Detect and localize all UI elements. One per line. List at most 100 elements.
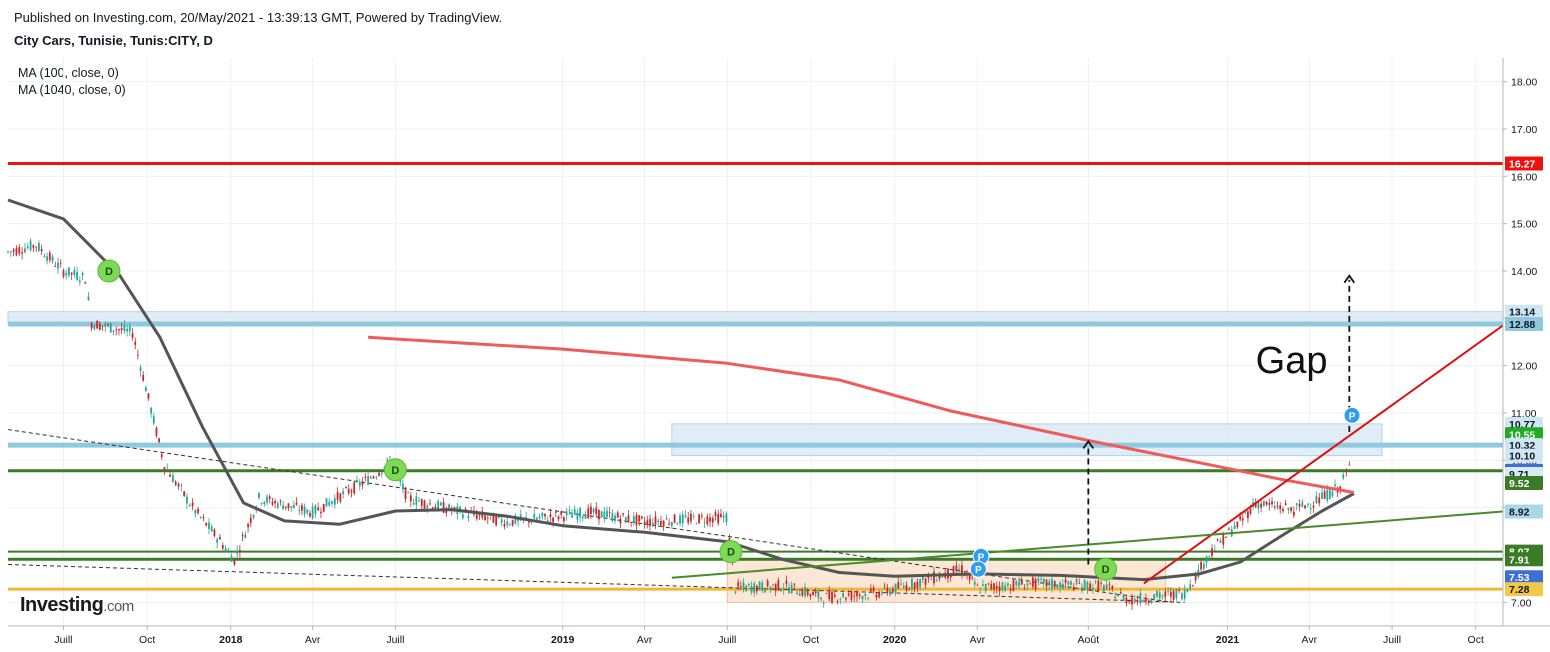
candle-body	[1081, 587, 1083, 592]
candle-body	[1181, 593, 1183, 600]
horizontal-levels	[8, 162, 1503, 591]
candle-body	[399, 480, 402, 483]
candle-body	[252, 514, 255, 518]
candle-body	[347, 488, 350, 494]
candle-body	[68, 267, 70, 276]
candle-body	[51, 256, 54, 262]
candle-body	[439, 502, 442, 506]
candle-body	[1202, 563, 1205, 569]
candle-body	[1298, 504, 1301, 507]
candle-body	[15, 248, 18, 255]
ma1040-line	[368, 335, 1355, 494]
candle-body	[328, 501, 331, 506]
candle-body	[745, 585, 748, 592]
candle-body	[801, 590, 804, 596]
candle-body	[908, 588, 911, 590]
candle-body	[1119, 592, 1122, 594]
investing-logo: Investing.com	[20, 594, 134, 616]
candle-body	[790, 584, 793, 594]
candle-body	[630, 521, 633, 523]
candle-body	[1122, 594, 1125, 601]
candle-body	[120, 328, 123, 331]
candle-body	[616, 512, 619, 518]
candle-body	[921, 576, 924, 580]
candle-body	[1034, 578, 1037, 590]
candle-body	[249, 517, 252, 523]
indicator-ma100-label[interactable]: MA (100, close, 0)	[18, 66, 119, 80]
candle-body	[764, 590, 766, 593]
candle-body	[587, 508, 590, 519]
candle-body	[1348, 464, 1351, 466]
candle-body	[126, 328, 129, 332]
indicator-ma1040-label[interactable]: MA (1040, close, 0)	[18, 83, 126, 97]
price-badge	[1505, 448, 1543, 463]
y-tick-label: 12.00	[1511, 361, 1537, 373]
candle-body	[739, 586, 742, 588]
candle-body	[1015, 581, 1018, 586]
candle-body	[772, 584, 774, 586]
dividend-label: D	[105, 266, 113, 278]
candle-body	[1067, 581, 1070, 585]
candle-body	[1128, 601, 1131, 603]
candle-body	[1262, 500, 1265, 506]
candle-body	[224, 548, 227, 552]
candle-body	[233, 558, 236, 565]
candle-body	[793, 583, 796, 585]
candle-body	[817, 590, 820, 598]
candle-body	[734, 591, 737, 593]
candle-body	[218, 537, 221, 540]
candle-body	[1257, 501, 1260, 509]
candle-body	[169, 474, 171, 477]
candle-body	[1309, 508, 1312, 510]
candle-body	[611, 513, 614, 522]
candle-body	[565, 511, 568, 516]
candle-body	[670, 522, 673, 526]
candle-body	[342, 491, 345, 495]
candle-body	[646, 520, 649, 525]
candle-body	[1194, 572, 1197, 581]
candle-body	[500, 519, 503, 524]
price-badge-label: 16.27	[1509, 159, 1535, 171]
price-badges: 16.2713.1412.8810.7710.5510.3210.109.789…	[1505, 156, 1543, 597]
candle-body	[7, 251, 9, 253]
candle-body	[163, 467, 166, 471]
candle-body	[649, 518, 651, 527]
candle-body	[48, 252, 51, 261]
candle-body	[216, 539, 219, 543]
candle-body	[18, 247, 21, 254]
candle-body	[1053, 580, 1056, 587]
candle-body	[511, 519, 514, 526]
y-tick-label: 17.00	[1511, 124, 1537, 136]
price-badge-label: 7.28	[1509, 584, 1530, 596]
arrow-head	[1343, 274, 1356, 284]
candle-body	[1213, 550, 1216, 551]
candle-body	[199, 516, 202, 518]
candle-body	[750, 586, 753, 593]
candle-body	[1334, 484, 1336, 487]
candle-body	[632, 516, 635, 523]
price-badge	[1505, 304, 1543, 319]
candle-body	[1153, 594, 1156, 600]
candle-body	[546, 520, 549, 522]
candle-body	[812, 591, 814, 596]
p-label: P	[978, 552, 985, 563]
candle-body	[619, 518, 622, 524]
candle-body	[1282, 508, 1284, 512]
candle-body	[1318, 497, 1321, 504]
candle-body	[445, 509, 448, 514]
candle-body	[40, 248, 43, 252]
candle-body	[955, 565, 958, 572]
candle-body	[525, 517, 528, 518]
candle-body	[298, 510, 301, 512]
candle-body	[753, 583, 756, 593]
x-tick-label: Oct	[139, 634, 155, 646]
candle-body	[679, 515, 681, 524]
candle-body	[166, 468, 169, 470]
y-tick-label: 14.00	[1511, 266, 1537, 278]
candle-body	[622, 513, 624, 515]
candle-body	[303, 506, 306, 515]
candle-body	[258, 492, 260, 498]
candle-body	[924, 578, 927, 585]
candle-body	[638, 515, 641, 522]
